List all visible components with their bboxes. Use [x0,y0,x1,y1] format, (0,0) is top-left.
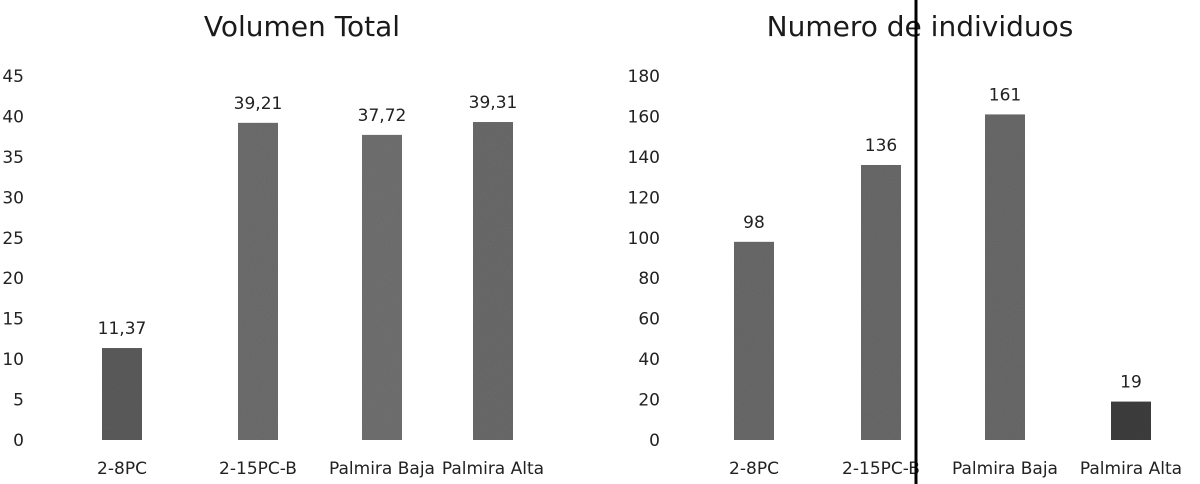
chart-volumen-total: Volumen Total 0 5 10 15 20 25 30 35 40 45 11,37 39… [2,10,544,479]
chart-title: Numero de individuos [767,10,1074,43]
x-category-label: Palmira Baja [952,459,1058,479]
bar [102,348,142,440]
y-tick-label: 5 [13,391,24,411]
data-label: 39,31 [469,93,518,113]
y-tick-label: 80 [638,269,660,289]
data-label: 136 [865,136,897,156]
x-category-label: Palmira Baja [329,459,435,479]
y-tick-label: 30 [2,188,24,208]
y-tick-label: 0 [13,431,24,451]
y-tick-label: 25 [2,229,24,249]
bar [734,241,774,440]
x-category-label: 2-15PC-B [219,459,297,479]
bar [238,122,278,441]
y-tick-label: 40 [2,107,24,127]
x-category-label: 2-8PC [729,459,779,479]
bar [861,164,901,440]
chart-title: Volumen Total [204,10,400,43]
y-tick-label: 0 [649,431,660,451]
y-tick-label: 160 [628,107,660,127]
y-tick-label: 40 [638,350,660,370]
data-labels: 11,37 39,21 37,72 39,31 [98,93,518,339]
bar [473,122,513,440]
bars [734,114,1151,440]
data-label: 39,21 [234,94,283,114]
bar [362,134,402,440]
y-tick-label: 20 [638,391,660,411]
y-axis-ticks: 0 20 40 60 80 100 120 140 160 180 [628,67,660,451]
y-tick-label: 140 [628,148,660,168]
y-tick-label: 35 [2,148,24,168]
chart-numero-de-individuos: Numero de individuos 0 20 40 60 80 100 120 140 1… [628,10,1183,479]
y-tick-label: 20 [2,269,24,289]
x-category-label: Palmira Alta [442,459,544,479]
x-category-label: 2-15PC-B [842,459,920,479]
data-label: 19 [1120,373,1142,393]
data-label: 11,37 [98,319,147,339]
y-tick-label: 15 [2,310,24,330]
bar [1111,401,1151,440]
x-category-label: 2-8PC [97,459,147,479]
x-axis-labels: 2-8PC 2-15PC-B Palmira Baja Palmira Alta [729,459,1182,479]
y-tick-label: 45 [2,67,24,87]
x-category-label: Palmira Alta [1080,459,1182,479]
data-label: 98 [743,213,765,233]
y-tick-label: 100 [628,229,660,249]
data-label: 37,72 [358,106,407,126]
y-tick-label: 60 [638,310,660,330]
y-axis-ticks: 0 5 10 15 20 25 30 35 40 45 [2,67,24,451]
y-tick-label: 180 [628,67,660,87]
x-axis-labels: 2-8PC 2-15PC-B Palmira Baja Palmira Alta [97,459,544,479]
bar [985,114,1025,440]
data-labels: 98 136 161 19 [743,85,1142,392]
y-tick-label: 10 [2,350,24,370]
bars [102,122,513,441]
y-tick-label: 120 [628,188,660,208]
data-label: 161 [989,85,1021,105]
